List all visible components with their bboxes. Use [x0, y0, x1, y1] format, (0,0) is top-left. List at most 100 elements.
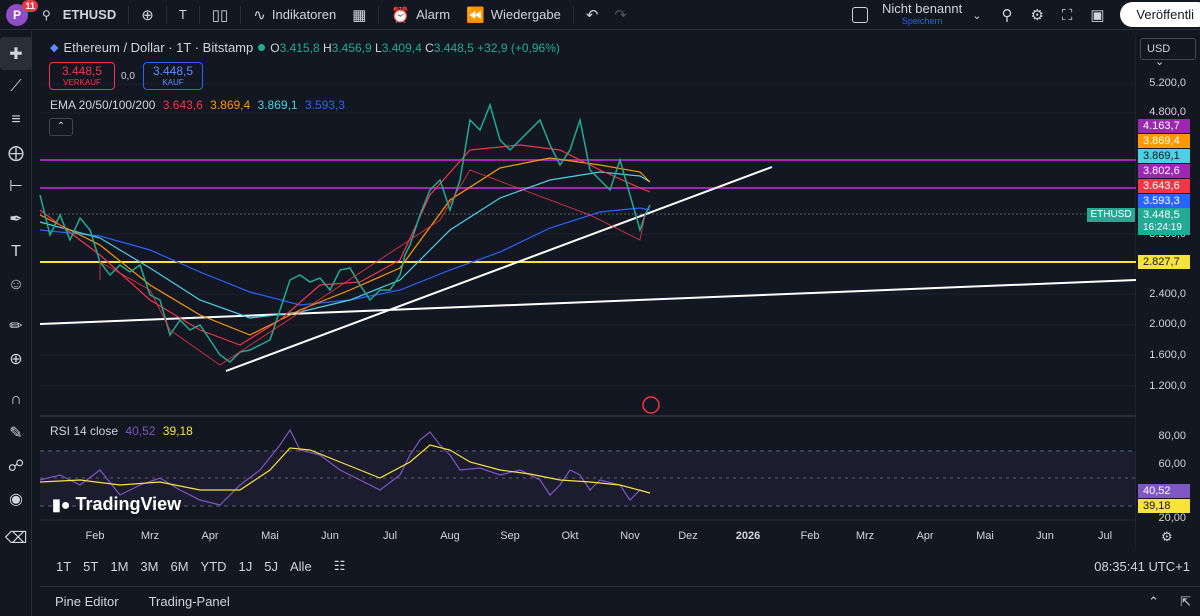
trash-icon[interactable]: ⌫	[4, 529, 28, 547]
divider	[198, 5, 200, 24]
range-1M[interactable]: 1M	[110, 558, 129, 574]
expand-panel-icon[interactable]: ⌃	[1148, 593, 1159, 609]
alarm-clock-icon: ⏰	[391, 6, 411, 24]
price-tag: 4.163,7	[1138, 119, 1190, 133]
zoom-in-icon[interactable]: ⊕	[9, 350, 23, 368]
chart-type-button[interactable]: ▯▯	[204, 0, 237, 30]
multi-layout-checkbox[interactable]	[852, 7, 868, 23]
brush-icon[interactable]: ✒	[9, 210, 23, 228]
chevron-down-icon[interactable]: ⌄	[972, 9, 982, 22]
ohlc-values: O3.415,8 H3.456,9 L3.409,4 C3.448,5 +32,…	[270, 40, 560, 55]
layout-group: Nicht benannt Speichern ⌄ ⚲ ⚙ ⛶ ▣	[852, 0, 1105, 30]
divider	[240, 5, 242, 24]
rsi-ma-line	[39, 444, 651, 494]
time-axis-label: Apr	[201, 530, 219, 542]
goto-date-icon[interactable]: ☷	[333, 558, 346, 573]
symbol-price-tag: ETHUSD	[1087, 208, 1135, 222]
layout-name-button[interactable]: Nicht benannt Speichern	[882, 1, 963, 26]
time-axis-label: Feb	[85, 530, 105, 542]
time-axis-label: Mai	[976, 530, 994, 542]
templates-button[interactable]: ▦	[344, 0, 374, 30]
range-1J[interactable]: 1J	[238, 558, 253, 574]
crosshair-icon[interactable]: ✚	[0, 37, 32, 70]
chart-title[interactable]: Ethereum / Dollar · 1T · Bitstamp	[63, 40, 254, 55]
chart-canvas[interactable]	[0, 0, 1136, 548]
redo-button[interactable]: ↷	[606, 0, 635, 30]
symbol-label: ETHUSD	[62, 7, 117, 22]
indicators-button[interactable]: ∿ Indikatoren	[253, 6, 337, 24]
lock-drawings-icon[interactable]: ✎	[9, 424, 23, 442]
long-trend-line[interactable]	[39, 279, 1136, 325]
text-tool-icon[interactable]: T	[11, 242, 21, 260]
range-5J[interactable]: 5J	[264, 558, 278, 574]
time-axis-label: Dez	[678, 530, 698, 542]
fullscreen-icon[interactable]: ⛶	[1061, 6, 1073, 24]
undo-icon: ↶	[585, 6, 599, 24]
time-axis-label: Jun	[321, 530, 339, 542]
range-6M[interactable]: 6M	[170, 558, 189, 574]
divider	[378, 5, 380, 24]
ema-50-line	[39, 157, 651, 336]
fib-retracement-icon[interactable]: ⊢	[9, 177, 23, 195]
rsi-axis-label: 20,00	[1158, 512, 1186, 524]
publish-button[interactable]: Veröffentli	[1120, 2, 1200, 27]
uptrend-line[interactable]	[225, 166, 773, 372]
market-open-dot	[258, 44, 266, 51]
compare-symbol-button[interactable]: ⊕	[133, 0, 162, 30]
camera-icon[interactable]: ▣	[1090, 7, 1105, 24]
pine-editor-tab[interactable]: Pine Editor	[55, 594, 119, 609]
range-YTD[interactable]: YTD	[200, 558, 227, 574]
collapse-legend-button[interactable]: ⌃	[49, 118, 73, 136]
plus-circle-icon: ⊕	[141, 6, 154, 24]
range-all[interactable]: Alle	[290, 558, 312, 574]
settings-gear-icon[interactable]: ⚙	[1030, 7, 1044, 24]
rsi-axis-label: 80,00	[1158, 430, 1186, 442]
spread-value: 0,0	[121, 71, 135, 82]
buy-button[interactable]: 3.448,5 KAUF	[143, 62, 203, 90]
range-5T[interactable]: 5T	[83, 558, 99, 574]
notification-badge: 11	[22, 0, 38, 12]
ema-100-line	[39, 171, 651, 319]
price-tag: 3.869,1	[1138, 149, 1190, 163]
divider	[165, 5, 167, 24]
trading-panel-tab[interactable]: Trading-Panel	[148, 594, 230, 609]
axis-settings-gear-icon[interactable]: ⚙	[1161, 529, 1173, 544]
horizontal-lines-icon[interactable]: ≡	[11, 110, 21, 128]
currency-selector[interactable]: USD ⌄	[1140, 38, 1196, 68]
time-axis-label: Mrz	[855, 530, 875, 542]
replay-button[interactable]: ⏪ Wiedergabe	[466, 6, 561, 24]
clock-timezone[interactable]: 08:35:41 UTC+1	[1094, 558, 1190, 574]
magnet-icon[interactable]: ∩	[10, 390, 22, 408]
price-axis-label: 1.200,0	[1149, 380, 1186, 392]
symbol-search-button[interactable]: ⚲ ETHUSD	[28, 0, 124, 30]
candles-icon: ▯▯	[211, 6, 229, 24]
time-axis-label: 2026	[735, 530, 761, 542]
price-tag: 3.802,6	[1138, 164, 1190, 178]
trendline-icon[interactable]: ⟋	[10, 77, 22, 95]
range-3M[interactable]: 3M	[140, 558, 159, 574]
time-axis-label: Feb	[800, 530, 820, 542]
quick-search-icon[interactable]: ⚲	[1001, 7, 1013, 24]
time-axis-label: Okt	[561, 530, 579, 542]
ruler-icon[interactable]: ✏	[9, 317, 23, 335]
profile-avatar[interactable]: P 11	[6, 0, 38, 26]
eye-icon[interactable]: ◉	[9, 490, 23, 508]
range-1T[interactable]: 1T	[56, 558, 72, 574]
time-axis-label: Aug	[440, 530, 460, 542]
grid-icon: ▦	[352, 6, 367, 24]
sell-button[interactable]: 3.448,5 VERKAUF	[49, 62, 115, 90]
price-axis-label: 2.000,0	[1149, 318, 1186, 330]
pattern-icon[interactable]: ⨁	[8, 144, 24, 162]
alert-button[interactable]: ⏰ Alarm	[391, 6, 451, 24]
bar-countdown: 16:24:19	[1143, 222, 1182, 233]
lock-icon[interactable]: ☍	[7, 457, 25, 475]
time-axis-label: Nov	[620, 530, 640, 542]
rsi-legend[interactable]: RSI 14 close 40,52 39,18	[50, 424, 193, 438]
interval-button[interactable]: T	[178, 7, 187, 22]
undo-button[interactable]: ↶	[578, 0, 607, 30]
maximize-panel-icon[interactable]: ⇱	[1180, 593, 1191, 609]
emoji-icon[interactable]: ☺	[7, 275, 25, 293]
lightning-event-icon[interactable]	[642, 396, 660, 414]
price-series	[39, 102, 651, 363]
ema-legend[interactable]: EMA 20/50/100/200 3.643,6 3.869,4 3.869,…	[50, 98, 345, 112]
